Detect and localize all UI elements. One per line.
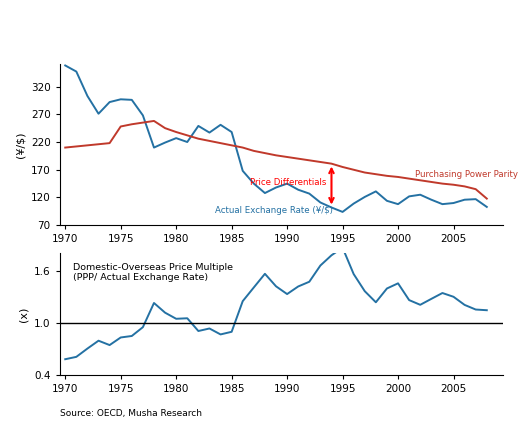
Text: Source: OECD, Musha Research: Source: OECD, Musha Research [60,409,202,418]
Text: Figure 6 : Purchasing Power Parity of the Yen and the Actual Exchange Rate,: Figure 6 : Purchasing Power Parity of th… [6,10,517,23]
Text: Price Differentials: Price Differentials [250,178,326,187]
Text: Actual Exchange Rate (¥/$): Actual Exchange Rate (¥/$) [215,206,333,215]
Text: Domestic-Overseas  Price Multiple: Domestic-Overseas Price Multiple [6,39,234,51]
Y-axis label: (¥/$): (¥/$) [16,132,25,158]
Text: Domestic-Overseas Price Multiple
(PPP/ Actual Exchange Rate): Domestic-Overseas Price Multiple (PPP/ A… [73,263,233,282]
Y-axis label: (x): (x) [19,307,29,322]
Text: Purchasing Power Parity (¥/$): Purchasing Power Parity (¥/$) [415,170,519,179]
